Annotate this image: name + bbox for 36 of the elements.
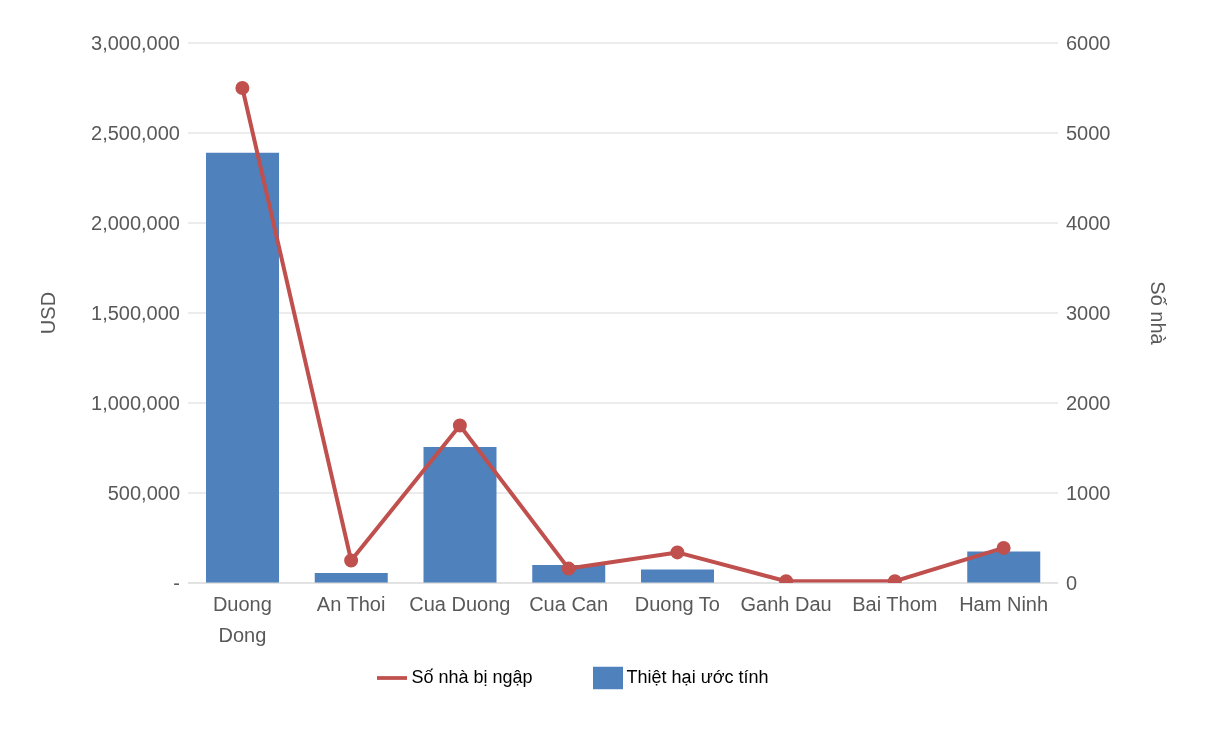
x-tick-label: Cua Can (529, 593, 609, 615)
legend-label: Số nhà bị ngập (411, 666, 533, 687)
y-tick-label: - (173, 572, 180, 595)
x-tick-label: Ham Ninh (959, 593, 1049, 615)
y2-tick-label: 5000 (1066, 122, 1111, 145)
x-tick-label: Ganh Dau (740, 593, 832, 615)
y2-tick-label: 3000 (1066, 302, 1111, 325)
legend-label: Thiệt hại ước tính (626, 666, 769, 687)
point (561, 561, 576, 576)
point (452, 418, 467, 433)
point (235, 81, 250, 95)
y2-tick-label: 1000 (1066, 482, 1111, 505)
x-tick-label: Cua Duong (409, 593, 511, 615)
y2-tick-label: 0 (1066, 572, 1078, 595)
x-tick-label: An Thoi (316, 593, 386, 615)
y-tick-label: 1,500,000 (91, 302, 180, 325)
y-tick-label: 500,000 (107, 482, 180, 505)
point (670, 545, 685, 560)
y-tick-label: 1,000,000 (91, 392, 180, 415)
y-tick-label: 3,000,000 (91, 32, 180, 55)
y2-tick-label: 2000 (1066, 392, 1111, 415)
y-axis-title: USD (37, 291, 60, 335)
y-tick-label: 2,500,000 (91, 122, 180, 145)
bar (423, 447, 497, 583)
y2-axis-title: Số nhà (1146, 281, 1169, 346)
x-tick-label: Duong Dong (212, 593, 272, 646)
point (996, 540, 1011, 555)
bar (314, 573, 388, 583)
point (344, 553, 359, 568)
bar (967, 551, 1041, 583)
x-tick-label: Duong To (634, 593, 721, 615)
y2-tick-label: 4000 (1066, 212, 1111, 235)
y-tick-label: 2,000,000 (91, 212, 180, 235)
bar (206, 152, 279, 583)
x-tick-label: Bai Thom (852, 593, 938, 615)
y2-tick-label: 6000 (1066, 32, 1111, 55)
